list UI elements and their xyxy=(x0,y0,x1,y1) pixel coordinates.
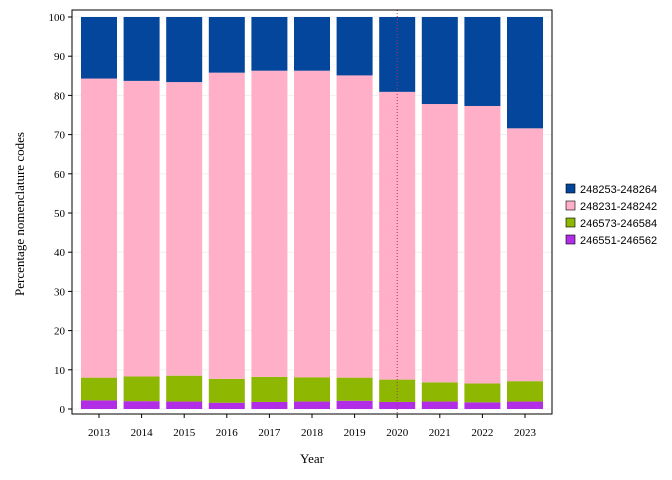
bars xyxy=(81,17,543,409)
bar-segment xyxy=(208,17,245,73)
x-tick-label: 2016 xyxy=(216,427,239,439)
bar-segment xyxy=(294,17,330,71)
x-tick-label: 2022 xyxy=(471,427,493,439)
x-tick-label: 2015 xyxy=(173,427,196,439)
bar-segment xyxy=(464,402,501,409)
y-tick-label: 0 xyxy=(60,404,66,416)
legend-label: 248231-248242 xyxy=(580,201,657,213)
bar-segment xyxy=(123,80,160,377)
bar-segment xyxy=(507,17,543,129)
bar-segment xyxy=(208,378,245,403)
bar-segment xyxy=(379,379,416,402)
bar-segment xyxy=(81,17,117,79)
bar-segment xyxy=(421,382,458,402)
bar-segment xyxy=(421,104,458,383)
bar-segment xyxy=(251,401,288,409)
bar-segment xyxy=(464,17,501,106)
bar-segment xyxy=(336,75,373,378)
y-axis: 0 10 20 30 40 50 60 70 80 90 100 xyxy=(49,12,72,416)
x-tick-label: 2018 xyxy=(301,427,324,439)
legend-swatch xyxy=(565,200,576,211)
bar-segment xyxy=(208,402,245,409)
bar-segment xyxy=(208,72,245,379)
bar-segment xyxy=(294,377,330,402)
x-tick-label: 2021 xyxy=(429,427,451,439)
x-axis-title: Year xyxy=(300,451,325,466)
bar-segment xyxy=(336,17,373,76)
bar-segment xyxy=(251,376,288,402)
bar-segment xyxy=(166,375,203,402)
bar-segment xyxy=(251,70,288,377)
x-axis: 2013 2014 2015 2016 2017 2018 2019 2020 2021 2022… xyxy=(88,414,537,439)
y-tick-label: 20 xyxy=(54,326,66,338)
x-tick-label: 2014 xyxy=(131,427,154,439)
y-tick-label: 90 xyxy=(54,51,66,63)
y-tick-label: 100 xyxy=(49,12,66,24)
legend-swatch xyxy=(565,183,576,194)
y-axis-title: Percentage nomenclature codes xyxy=(12,132,27,296)
bar-segment xyxy=(507,128,543,382)
x-tick-label: 2020 xyxy=(386,427,409,439)
y-tick-label: 40 xyxy=(54,247,66,259)
legend: 248253-248264 248231-248242 246573-246584 2… xyxy=(565,183,657,247)
bar-segment xyxy=(123,401,160,409)
bar-segment xyxy=(251,17,288,71)
bar-segment xyxy=(81,78,117,378)
bar-segment xyxy=(123,17,160,81)
bar-segment xyxy=(336,400,373,409)
x-tick-label: 2013 xyxy=(88,427,111,439)
bar-segment xyxy=(166,82,203,376)
y-tick-label: 60 xyxy=(54,169,66,181)
x-tick-label: 2023 xyxy=(514,427,537,439)
bar-segment xyxy=(123,376,160,402)
bar-segment xyxy=(464,105,501,384)
legend-label: 248253-248264 xyxy=(580,184,657,196)
bar-segment xyxy=(507,381,543,402)
y-tick-label: 10 xyxy=(54,365,66,377)
x-tick-label: 2019 xyxy=(344,427,367,439)
bar-segment xyxy=(421,401,458,409)
y-tick-label: 80 xyxy=(54,90,66,102)
bar-segment xyxy=(81,400,117,409)
y-tick-label: 50 xyxy=(54,208,66,220)
bar-segment xyxy=(294,401,330,409)
legend-swatch xyxy=(565,217,576,228)
bar-segment xyxy=(421,17,458,105)
bar-segment xyxy=(166,401,203,409)
legend-label: 246551-246562 xyxy=(580,235,657,247)
legend-label: 246573-246584 xyxy=(580,218,657,230)
legend-swatch xyxy=(565,234,576,245)
bar-segment xyxy=(336,377,373,401)
x-tick-label: 2017 xyxy=(258,427,281,439)
bar-segment xyxy=(507,401,543,409)
bar-segment xyxy=(379,401,416,409)
bar-segment xyxy=(166,17,203,83)
y-tick-label: 30 xyxy=(54,286,66,298)
bar-segment xyxy=(81,377,117,401)
y-tick-label: 70 xyxy=(54,130,66,142)
bar-segment xyxy=(294,70,330,378)
bar-segment xyxy=(464,383,501,403)
